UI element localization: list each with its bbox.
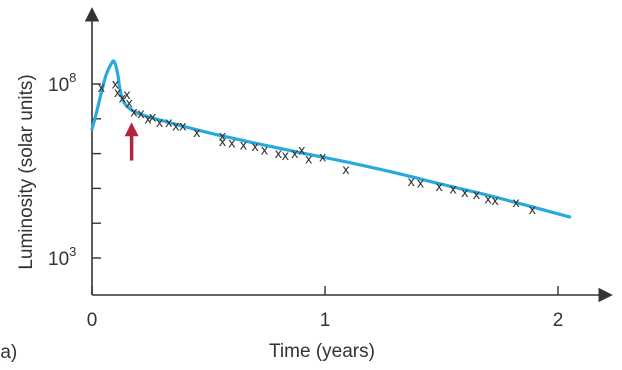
- x-tick-label: 0: [87, 310, 98, 331]
- annotation-layer: [124, 122, 139, 161]
- data-point-marker: x: [219, 130, 227, 145]
- data-point-marker: x: [156, 116, 164, 131]
- data-point-marker: x: [228, 137, 236, 152]
- data-point-marker: x: [461, 186, 469, 201]
- data-point-marker: x: [193, 126, 201, 141]
- data-point-marker: x: [111, 78, 119, 93]
- y-axis-title: Luminosity (solar units): [16, 74, 37, 269]
- data-point-marker: x: [449, 183, 457, 198]
- y-tick-label: 108: [48, 70, 76, 96]
- data-point-marker: x: [114, 86, 122, 101]
- data-point-marker: x: [179, 119, 187, 134]
- panel-label: (a): [0, 342, 17, 363]
- data-point-marker: x: [172, 119, 180, 134]
- data-point-marker: x: [319, 151, 327, 166]
- model-light-curve: [90, 59, 572, 219]
- data-point-marker: x: [298, 144, 306, 159]
- x-axis-title: Time (years): [269, 341, 375, 362]
- data-point-marker: x: [123, 88, 131, 103]
- data-point-marker: x: [491, 194, 499, 209]
- data-point-marker: x: [97, 81, 105, 96]
- data-point-marker: x: [473, 188, 481, 203]
- data-point-marker: x: [417, 177, 425, 192]
- axes: [84, 7, 613, 303]
- data-point-marker: x: [282, 149, 290, 164]
- data-point-marker: x: [137, 107, 145, 122]
- x-tick-label: 1: [320, 310, 331, 331]
- data-point-marker: x: [130, 105, 138, 120]
- data-point-marker: x: [305, 152, 313, 167]
- data-point-marker: x: [275, 147, 283, 162]
- data-point-marker: x: [144, 112, 152, 127]
- data-point-marker: x: [407, 175, 415, 190]
- data-point-marker: x: [342, 163, 350, 178]
- data-point-marker: x: [512, 196, 520, 211]
- x-tick-label: 2: [553, 310, 564, 331]
- data-point-marker: x: [240, 138, 248, 153]
- data-point-marker: x: [261, 144, 269, 159]
- data-point-marker: x: [219, 135, 227, 150]
- data-point-marker: x: [118, 91, 126, 106]
- data-point-marker: x: [435, 180, 443, 195]
- data-point-marker: x: [125, 97, 133, 112]
- data-point-marker: x: [291, 147, 299, 162]
- annotation-arrow-head: [124, 122, 139, 137]
- data-point-marker: x: [251, 140, 259, 155]
- data-point-marker: x: [149, 111, 157, 126]
- annotation-arrow: [124, 122, 139, 161]
- y-tick-label: 103: [48, 244, 76, 270]
- data-point-marker: x: [529, 203, 537, 218]
- data-point-marker: x: [165, 116, 173, 131]
- ticks: 0 1 2 103 108: [48, 70, 563, 331]
- data-point-marker: x: [484, 192, 492, 207]
- series-layer: [90, 59, 572, 219]
